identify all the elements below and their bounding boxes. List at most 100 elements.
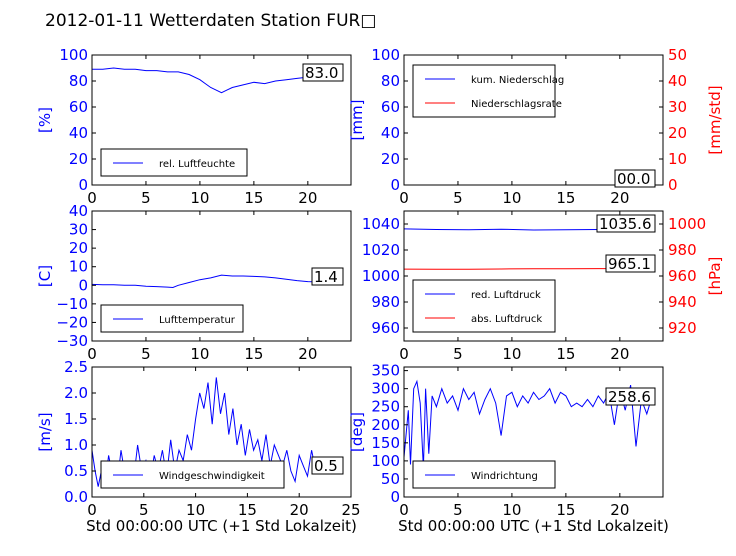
humidity-ytick-label: 100: [59, 46, 88, 64]
humidity-xtick-label: 10: [190, 189, 209, 207]
wind_speed-xlabel: Std 00:00:00 UTC (+1 Std Lokalzeit): [86, 517, 357, 535]
wind_speed-ytick-label: 2.5: [64, 358, 88, 376]
pressure-xtick-label: 5: [453, 345, 463, 363]
temperature-xtick-label: 15: [244, 345, 263, 363]
wind_speed-xtick-label: 0: [87, 501, 97, 519]
precip-legend-label-1: Niederschlagsrate: [471, 99, 562, 110]
temperature-ytick-label: 40: [69, 202, 88, 220]
temperature-legend-label-0: Lufttemperatur: [159, 315, 236, 326]
humidity-ytick-label: 80: [69, 72, 88, 90]
precip-xtick-label: 5: [453, 189, 463, 207]
wind_speed-ytick-label: 1.0: [64, 436, 88, 454]
wind_speed-xtick-label: 25: [341, 501, 360, 519]
wind_dir-xtick-label: 20: [610, 501, 629, 519]
precip-chart: [403, 54, 664, 188]
wind_speed-chart: [91, 366, 352, 498]
precip-axes-frame: [403, 54, 664, 186]
humidity-axes-frame: [91, 54, 352, 186]
pressure-ytick2-label: 980: [668, 241, 697, 259]
pressure-ytick2-label: 940: [668, 293, 697, 311]
precip-ytick-label: 40: [381, 124, 400, 142]
precip-ytick2-label: 40: [668, 72, 687, 90]
wind_speed-xtick-label: 20: [290, 501, 309, 519]
temperature-ylabel: [C]: [36, 265, 54, 287]
pressure-legend-label-0: red. Luftdruck: [471, 290, 541, 301]
precip-ytick-label: 100: [371, 46, 400, 64]
humidity-legend-label-0: rel. Luftfeuchte: [159, 159, 235, 170]
wind_dir-xtick-label: 0: [399, 501, 409, 519]
precip-value-label: 00.0: [617, 170, 650, 188]
humidity-ytick-label: 0: [78, 176, 88, 194]
wind_speed-xtick-label: 5: [139, 501, 149, 519]
pressure-value-box: [596, 214, 656, 233]
temperature-ytick-label: 0: [78, 276, 88, 294]
wind_dir-value-label: 258.6: [608, 388, 651, 406]
precip-legend-label-0: kum. Niederschlag: [471, 75, 564, 86]
pressure-xtick-label: 20: [610, 345, 629, 363]
temperature-ytick-label: −20: [56, 313, 88, 331]
pressure-ytick-label: 1040: [362, 215, 400, 233]
precip-ytick2-label: 50: [668, 46, 687, 64]
precip-ytick-label: 20: [381, 150, 400, 168]
wind_speed-axes-frame: [91, 366, 352, 498]
wind_speed-value-label: 0.5: [314, 457, 338, 475]
precip-ytick-label: 0: [390, 176, 400, 194]
pressure-ytick-label: 1000: [362, 267, 400, 285]
wind_speed-ylabel: [m/s]: [36, 412, 54, 451]
precip-value-box: [614, 169, 656, 188]
temperature-value-box: [311, 267, 344, 286]
wind_dir-ytick-label: 50: [381, 470, 400, 488]
pressure-legend-box: [412, 279, 556, 333]
temperature-xtick-label: 5: [141, 345, 151, 363]
temperature-xtick-label: 20: [298, 345, 317, 363]
pressure-xtick-label: 10: [502, 345, 521, 363]
wind_dir-ytick-label: 350: [371, 362, 400, 380]
wind_dir-xtick-label: 10: [502, 501, 521, 519]
figure-title: 2012-01-11 Wetterdaten Station FUR□: [45, 11, 376, 31]
wind_dir-xtick-label: 15: [556, 501, 575, 519]
pressure-ytick-label: 960: [371, 319, 400, 337]
humidity-xtick-label: 0: [87, 189, 97, 207]
precip-ylabel: [mm]: [348, 100, 366, 141]
precip-ytick-label: 80: [381, 72, 400, 90]
pressure-ytick2-label: 1000: [668, 215, 706, 233]
wind_dir-ylabel: [deg]: [348, 412, 366, 452]
wind_speed-ytick-label: 2.0: [64, 384, 88, 402]
wind_dir-chart: [403, 366, 664, 498]
precip-xtick-label: 20: [610, 189, 629, 207]
pressure-ytick2-label: 960: [668, 267, 697, 285]
wind_speed-xtick-label: 10: [186, 501, 205, 519]
wind_speed-value-box: [311, 456, 344, 475]
pressure-xtick-label: 15: [556, 345, 575, 363]
pressure-ytick-label: 1020: [362, 241, 400, 259]
precip-ytick2-label: 30: [668, 98, 687, 116]
wind_speed-ytick-label: 0.5: [64, 462, 88, 480]
pressure-ylabel2: [hPa]: [706, 257, 724, 296]
humidity-ytick-label: 40: [69, 124, 88, 142]
precip-legend-box: [412, 64, 556, 118]
humidity-xtick-label: 15: [244, 189, 263, 207]
precip-ytick2-label: 10: [668, 150, 687, 168]
temperature-xtick-label: 10: [190, 345, 209, 363]
temperature-ytick-label: 20: [69, 239, 88, 257]
humidity-chart: [91, 54, 352, 186]
pressure-value-box: [605, 254, 656, 273]
temperature-ytick-label: 10: [69, 258, 88, 276]
wind_speed-ytick-label: 0.0: [64, 488, 88, 506]
temperature-ytick-label: 30: [69, 221, 88, 239]
precip-ytick-label: 60: [381, 98, 400, 116]
precip-ylabel2: [mm/std]: [706, 85, 724, 154]
wind_dir-axes-frame: [403, 366, 664, 498]
humidity-value-box: [302, 63, 344, 82]
precip-ytick2-label: 20: [668, 124, 687, 142]
wind_dir-ytick-label: 200: [371, 416, 400, 434]
wind_dir-ytick-label: 100: [371, 452, 400, 470]
wind_speed-xtick-label: 15: [238, 501, 257, 519]
pressure-value-label: 1035.6: [599, 215, 652, 233]
wind_dir-ytick-label: 150: [371, 434, 400, 452]
temperature-value-label: 1.4: [314, 268, 338, 286]
pressure-chart: [403, 210, 664, 342]
temperature-ytick-label: −30: [56, 332, 88, 350]
humidity-ytick-label: 20: [69, 150, 88, 168]
pressure-legend-label-1: abs. Luftdruck: [471, 314, 542, 325]
